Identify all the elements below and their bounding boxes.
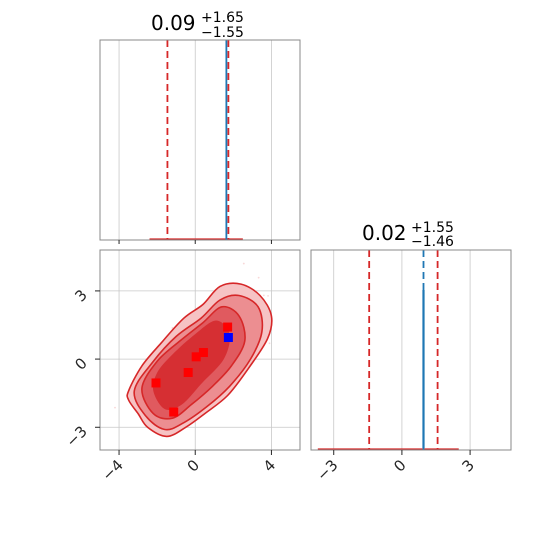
marginal-p2-plot <box>317 250 459 450</box>
x-tick-label-p2: 3 <box>458 456 477 475</box>
y-tick-label-p2: −3 <box>62 422 90 450</box>
title-p1: 0.09 +1.65 −1.55 <box>151 10 244 41</box>
joint-sample-dot <box>257 276 260 279</box>
joint-marker-point <box>191 352 201 362</box>
joint-plot <box>114 262 273 484</box>
x-tick-label-p1: 0 <box>184 456 203 475</box>
marginal-p2-panel <box>310 249 512 455</box>
title-p1-plus: +1.65 <box>201 10 244 26</box>
joint-marker-point <box>198 348 208 357</box>
marginal-p1-frame <box>99 39 301 241</box>
title-p2-median: 0.02 <box>362 221 407 245</box>
marginal-p2-frame <box>310 249 512 451</box>
title-p1-median: 0.09 <box>151 11 196 35</box>
x-tick-label-p1: −4 <box>99 456 127 484</box>
y-tick-label-p2: 0 <box>71 354 90 373</box>
joint-panel <box>95 249 301 484</box>
title-p2-minus: −1.46 <box>411 234 454 250</box>
x-tick-label-p2: −3 <box>313 456 341 484</box>
marginal-p1-panel <box>99 39 301 244</box>
joint-sample-dot <box>268 342 271 345</box>
contour-level-4 <box>152 320 230 410</box>
title-p1-minus: −1.55 <box>201 25 244 41</box>
joint-marker-point <box>151 378 161 388</box>
joint-sample-dot <box>262 294 265 297</box>
joint-marker-point <box>169 407 179 417</box>
joint-marker-point <box>223 322 233 332</box>
joint-sample-dot <box>267 295 269 297</box>
joint-marker-point <box>183 368 193 377</box>
joint-frame <box>99 249 301 451</box>
x-tick-label-p1: 4 <box>260 456 279 475</box>
joint-sample-dot <box>124 482 126 484</box>
marginal-p1-plot <box>149 40 243 240</box>
x-tick-label-p2: 0 <box>390 456 409 475</box>
title-p2: 0.02 +1.55 −1.46 <box>362 220 454 250</box>
y-tick-label-p2: 3 <box>71 286 90 305</box>
joint-truth-point <box>223 333 233 342</box>
joint-sample-dot <box>114 406 116 409</box>
title-p2-plus: +1.55 <box>411 220 454 236</box>
joint-sample-dot <box>242 262 245 265</box>
